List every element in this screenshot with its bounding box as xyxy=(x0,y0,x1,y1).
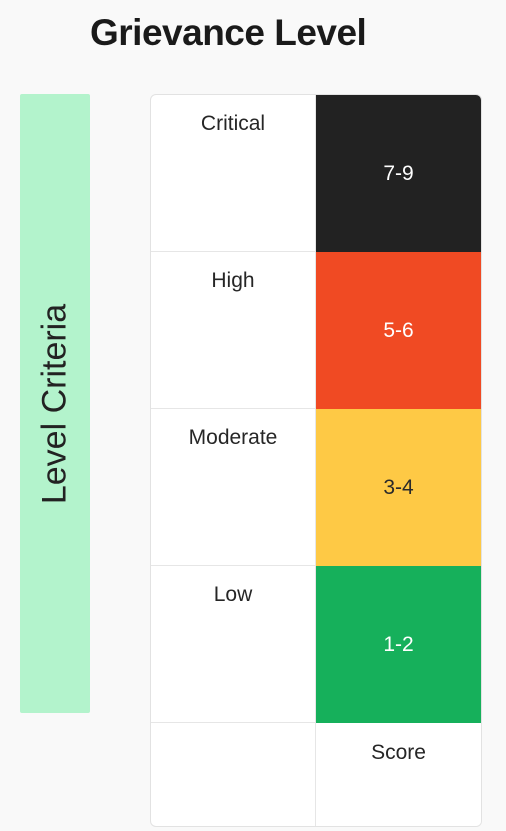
score-cell-critical: 7-9 xyxy=(316,95,481,252)
level-row-low: Low 1-2 xyxy=(151,566,481,723)
level-label-low: Low xyxy=(151,566,316,723)
level-row-moderate: Moderate 3-4 xyxy=(151,409,481,566)
footer-row: Score xyxy=(151,723,481,826)
level-label-critical: Critical xyxy=(151,95,316,252)
score-cell-low: 1-2 xyxy=(316,566,481,723)
score-header: Score xyxy=(316,723,481,826)
level-grid: Critical 7-9 High 5-6 Moderate 3-4 Low 1… xyxy=(150,94,482,827)
score-cell-high: 5-6 xyxy=(316,252,481,409)
level-label-high: High xyxy=(151,252,316,409)
level-row-critical: Critical 7-9 xyxy=(151,95,481,252)
level-label-moderate: Moderate xyxy=(151,409,316,566)
score-cell-moderate: 3-4 xyxy=(316,409,481,566)
footer-empty-cell xyxy=(151,723,316,826)
page-title: Grievance Level xyxy=(90,12,367,53)
criteria-bar: Level Criteria xyxy=(20,94,90,713)
criteria-label: Level Criteria xyxy=(35,303,74,504)
level-row-high: High 5-6 xyxy=(151,252,481,409)
